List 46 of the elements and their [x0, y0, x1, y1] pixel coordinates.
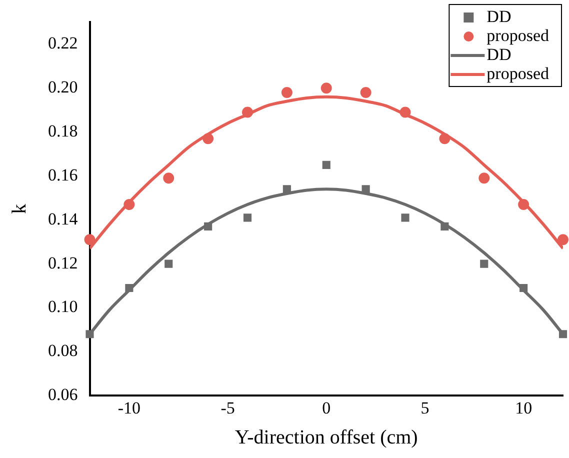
y-tick-label: 0.08: [48, 341, 78, 360]
y-axis-title: k: [8, 204, 30, 214]
legend-label: DD: [486, 6, 512, 26]
point: [124, 199, 135, 210]
point: [164, 260, 173, 268]
point: [558, 234, 568, 246]
point: [202, 133, 214, 144]
point: [362, 185, 370, 194]
y-tick-label: 0.22: [48, 34, 78, 53]
point: [125, 284, 134, 292]
point: [401, 214, 410, 222]
x-tick-label: -5: [220, 398, 235, 418]
point: [163, 172, 174, 184]
point: [400, 106, 411, 118]
point: [440, 222, 449, 231]
y-tick-label: 0.14: [48, 209, 78, 228]
point: [520, 284, 528, 292]
y-tick-label: 0.10: [48, 297, 78, 316]
point: [558, 330, 568, 338]
y-tick-label: 0.06: [48, 385, 78, 404]
x-tick-label: 0: [322, 398, 331, 418]
x-tick-label: 5: [420, 398, 430, 418]
point: [478, 172, 490, 184]
point: [518, 199, 530, 210]
point: [320, 82, 332, 94]
point: [322, 160, 330, 170]
point: [439, 133, 450, 144]
y-tick-label: 0.18: [48, 121, 78, 140]
y-tick-label: 0.16: [48, 165, 78, 184]
point: [243, 214, 252, 222]
y-tick-label: 0.12: [48, 253, 78, 272]
point: [360, 86, 372, 98]
x-tick-label: -10: [118, 398, 141, 418]
point: [86, 330, 94, 338]
point: [281, 86, 292, 98]
point: [282, 185, 291, 194]
y-tick-label: 0.20: [48, 78, 78, 97]
legend-label: DD: [486, 44, 512, 64]
legend-label: proposed: [486, 64, 550, 83]
x-axis-title: Y-direction offset (cm): [234, 426, 418, 448]
legend-label: proposed: [486, 26, 550, 45]
x-tick-label: 10: [515, 398, 532, 418]
point: [242, 106, 253, 118]
point: [84, 234, 96, 246]
point: [204, 222, 212, 231]
point: [480, 260, 488, 268]
